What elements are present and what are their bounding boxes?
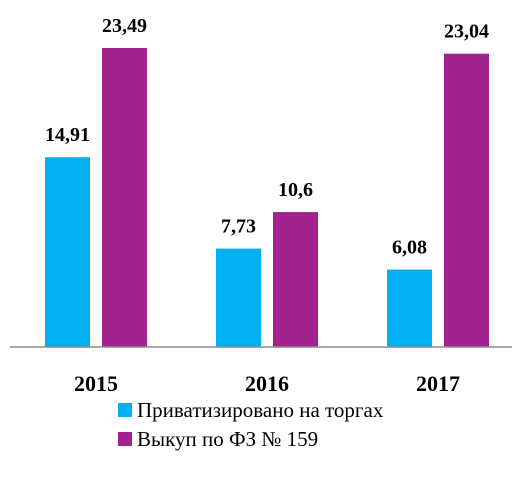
- legend-entry: Выкуп по ФЗ № 159: [118, 425, 398, 454]
- bar: [216, 248, 261, 347]
- bar: [45, 157, 90, 347]
- legend-swatch: [118, 432, 132, 446]
- data-label: 7,73: [221, 216, 256, 238]
- bar: [102, 48, 147, 347]
- legend-entry: Приватизировано на торгах: [118, 396, 398, 425]
- bar: [444, 53, 489, 348]
- legend-label: Выкуп по ФЗ № 159: [137, 427, 319, 451]
- data-label: 6,08: [392, 237, 427, 259]
- data-label: 23,04: [444, 21, 489, 43]
- data-label: 14,91: [45, 124, 90, 146]
- x-tick-label: 2017: [416, 371, 460, 396]
- bar: [387, 269, 432, 347]
- legend-label: Приватизировано на торгах: [137, 398, 384, 422]
- legend-swatch: [118, 403, 132, 417]
- data-label: 10,6: [278, 179, 313, 201]
- data-label: 23,49: [102, 15, 147, 37]
- x-tick-label: 2015: [74, 371, 118, 396]
- x-tick-label: 2016: [245, 371, 289, 396]
- bar: [273, 212, 318, 347]
- legend: Приватизировано на торгах Выкуп по ФЗ № 1…: [118, 396, 398, 454]
